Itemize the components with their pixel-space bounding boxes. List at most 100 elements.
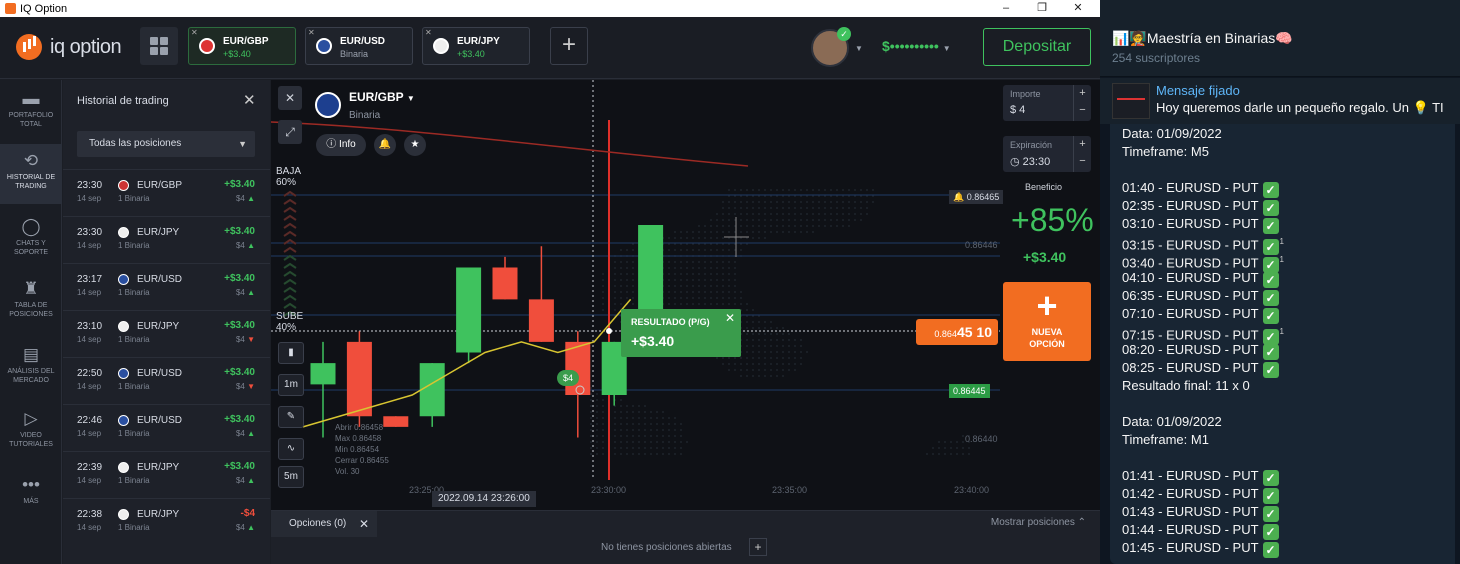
map-dot	[746, 327, 748, 329]
draw-tool-button[interactable]: ✎	[278, 406, 304, 428]
nav-item-4[interactable]: ▤ ANÁLISIS DEL MERCADO	[0, 342, 62, 394]
map-dot	[728, 225, 730, 227]
map-dot	[764, 189, 766, 191]
map-dot	[740, 219, 742, 221]
top-bar: iq option ✕ EUR/GBP +$3.40 ✕ EUR/USD Bin…	[0, 17, 1100, 79]
brand-logo[interactable]: iq option	[16, 34, 122, 60]
position-filter-select[interactable]: Todas las posiciones ▼	[77, 131, 255, 157]
map-dot	[842, 219, 844, 221]
map-dot	[728, 201, 730, 203]
map-dot	[734, 357, 736, 359]
timeframe-5m-button[interactable]: 5m	[278, 466, 304, 488]
info-button[interactable]: ⓘ Info	[316, 134, 366, 156]
history-row[interactable]: 23:30 14 sep EUR/GBP 1 Binaria +$3.40 $4 ▲	[63, 169, 270, 215]
map-dot	[788, 207, 790, 209]
close-icon[interactable]: ✕	[358, 517, 369, 531]
map-dot	[740, 363, 742, 365]
nav-item-5[interactable]: ▷ VIDEO TUTORIALES	[0, 406, 62, 458]
reaction-count: 1	[1279, 327, 1284, 336]
map-dot	[866, 207, 868, 209]
map-dot	[764, 345, 766, 347]
map-dot	[788, 363, 790, 365]
history-row[interactable]: 22:46 14 sep EUR/USD 1 Binaria +$3.40 $4 ▲	[63, 404, 270, 450]
map-dot	[800, 351, 802, 353]
map-dot	[590, 417, 592, 419]
amount-input[interactable]: Importe $ 4 + −	[1003, 85, 1091, 121]
asset-tab-eur-usd[interactable]: ✕ EUR/USD Binaria	[305, 27, 413, 65]
nav-item-1[interactable]: ⟲ HISTORIAL DE TRADING	[0, 144, 62, 204]
chart-type-button[interactable]: ▮	[278, 342, 304, 364]
map-dot	[620, 411, 622, 413]
options-tab[interactable]: Opciones (0) ✕	[271, 511, 377, 537]
asset-grid-button[interactable]	[140, 27, 178, 65]
nav-item-0[interactable]: ▬ PORTAFOLIO TOTAL	[0, 86, 62, 138]
history-row[interactable]: 22:38 14 sep EUR/JPY 1 Binaria -$4 $4 ▲	[63, 498, 270, 544]
indicator-button[interactable]: ∿	[278, 438, 304, 460]
map-dot	[938, 453, 940, 455]
map-dot	[848, 189, 850, 191]
map-dot	[602, 423, 604, 425]
nav-item-3[interactable]: ♜ TABLA DE POSICIONES	[0, 276, 62, 328]
map-dot	[800, 339, 802, 341]
map-dot	[686, 297, 688, 299]
map-dot	[632, 249, 634, 251]
map-dot	[776, 189, 778, 191]
add-asset-button[interactable]: +	[550, 27, 588, 65]
close-chart-button[interactable]: ✕	[278, 86, 302, 110]
map-dot	[602, 399, 604, 401]
map-dot	[614, 309, 616, 311]
map-dot	[764, 219, 766, 221]
side-arrow	[283, 302, 297, 309]
map-dot	[752, 231, 754, 233]
close-window-button[interactable]: ✕	[1073, 2, 1083, 14]
asset-tab-eur-jpy[interactable]: ✕ EUR/JPY +$3.40	[422, 27, 530, 65]
history-row[interactable]: 22:50 14 sep EUR/USD 1 Binaria +$3.40 $4 ▼	[63, 357, 270, 403]
new-option-button[interactable]: + NUEVA OPCIÓN	[1003, 282, 1091, 361]
chart-area[interactable]: ✕ ⤢ EUR/GBP ▼ Binaria ⓘ Info 🔔 ★ BAJA 60%…	[271, 80, 1100, 510]
balance-display[interactable]: $•••••••••• ▼	[882, 38, 951, 54]
channel-name: 📊🧑‍🏫Maestría en Binarias🧠	[1112, 30, 1293, 46]
close-tab-icon[interactable]: ✕	[308, 28, 315, 37]
nav-item-2[interactable]: ◯ CHATS Y SOPORTE	[0, 214, 62, 266]
star-icon[interactable]: ★	[404, 134, 426, 156]
asset-tab-eur-gbp[interactable]: ✕ EUR/GBP +$3.40	[188, 27, 296, 65]
trading-history-panel: Historial de trading ✕ Todas las posicio…	[63, 80, 270, 564]
minimize-button[interactable]: –	[1002, 2, 1010, 14]
map-dot	[710, 285, 712, 287]
map-dot	[788, 339, 790, 341]
map-dot	[830, 189, 832, 191]
bell-icon[interactable]: 🔔	[374, 134, 396, 156]
map-dot	[698, 291, 700, 293]
deposit-button[interactable]: Depositar	[983, 28, 1091, 66]
pinned-message[interactable]: Mensaje fijado Hoy queremos darle un peq…	[1100, 78, 1460, 124]
show-positions-toggle[interactable]: Mostrar posiciones ⌃	[991, 517, 1086, 528]
map-dot	[776, 327, 778, 329]
history-row[interactable]: 23:17 14 sep EUR/USD 1 Binaria +$3.40 $4 ▲	[63, 263, 270, 309]
expand-icon[interactable]: ⤢	[278, 120, 302, 144]
history-row[interactable]: 23:30 14 sep EUR/JPY 1 Binaria +$3.40 $4 ▲	[63, 216, 270, 262]
map-dot	[812, 219, 814, 221]
avatar[interactable]: ✓	[811, 27, 851, 67]
close-icon[interactable]: ✕	[243, 92, 256, 109]
expiry-stepper[interactable]: + −	[1073, 136, 1091, 172]
map-dot	[854, 207, 856, 209]
close-tab-icon[interactable]: ✕	[425, 28, 432, 37]
new-position-button[interactable]: +	[749, 538, 767, 556]
message-line: 01:41 - EURUSD - PUT ✓	[1122, 467, 1279, 486]
amount-stepper[interactable]: + −	[1073, 85, 1091, 121]
timeframe-1m-button[interactable]: 1m	[278, 374, 304, 396]
message-line-text: 01:45 - EURUSD - PUT	[1122, 540, 1259, 555]
asset-tab-type: Binaria	[340, 49, 369, 59]
history-row[interactable]: 23:10 14 sep EUR/JPY 1 Binaria +$3.40 $4 ▼	[63, 310, 270, 356]
maximize-button[interactable]: ❐	[1037, 2, 1047, 14]
row-profit: +$3.40	[224, 367, 255, 378]
close-icon[interactable]: ✕	[724, 311, 735, 325]
nav-item-6[interactable]: ••• MÁS	[0, 472, 62, 524]
map-dot	[752, 357, 754, 359]
current-price-main: 45 10	[956, 324, 992, 340]
chevron-down-icon[interactable]: ▼	[855, 44, 863, 53]
close-tab-icon[interactable]: ✕	[191, 28, 198, 37]
channel-header[interactable]: 📊🧑‍🏫Maestría en Binarias🧠 254 suscriptor…	[1100, 0, 1460, 77]
history-row[interactable]: 22:39 14 sep EUR/JPY 1 Binaria +$3.40 $4 ▲	[63, 451, 270, 497]
expiry-input[interactable]: Expiración ◷ 23:30 + −	[1003, 136, 1091, 172]
